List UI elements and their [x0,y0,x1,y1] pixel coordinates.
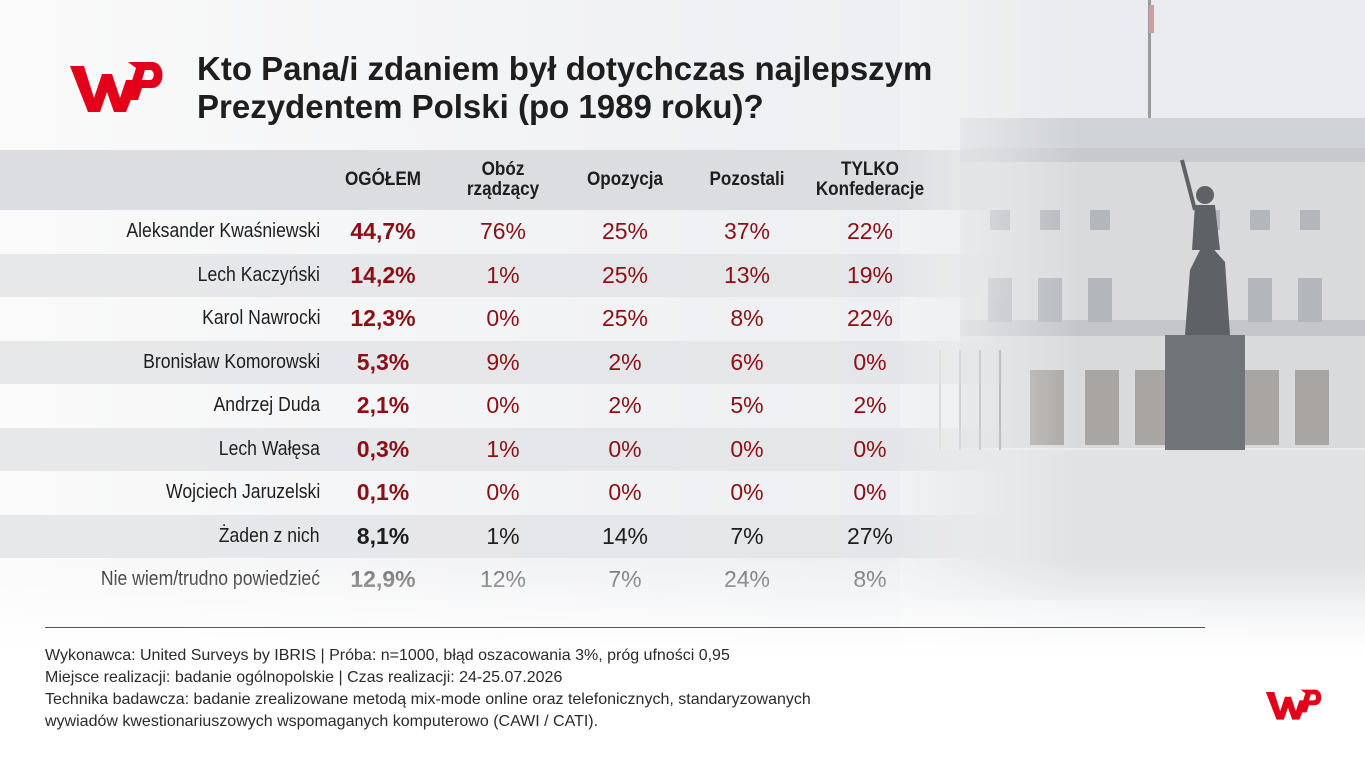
table-row: Lech Kaczyński 14,2% 1% 25% 13% 19% [0,253,1020,297]
table-cell: 2% [608,392,642,418]
table-cell: 19% [846,261,894,288]
row-label: Żaden z nich [219,524,320,547]
table-cell: 1% [486,435,520,462]
table-cell: 5% [730,392,764,418]
table-cell: 1% [486,261,520,288]
table-cell: 0,3% [356,435,410,462]
table-cell: 9% [486,348,520,375]
table-cell: 0% [486,479,520,505]
table-row: Bronisław Komorowski 5,3% 9% 2% 6% 0% [0,340,1020,384]
row-label: Andrzej Duda [213,394,320,416]
table-header: OGÓŁEM Obóz rządzący Opozycja Pozostali TYLKO… [0,150,1020,210]
note-line-4: wywiadów kwestionariuszowych wspomaganyc… [45,713,599,730]
column-header-line: Pozostali [709,169,785,190]
table-row: Andrzej Duda 2,1% 0% 2% 5% 2% [0,384,1020,428]
table-cell: 12,3% [350,305,416,331]
row-label: Bronisław Komorowski [142,350,320,373]
table-cell: 1% [486,522,520,549]
table-cell: 0% [608,479,642,505]
table-cell: 25% [601,261,649,288]
column-header-line: TYLKO [841,159,899,180]
table-cell: 2,1% [356,392,410,418]
table-cell: 2% [608,348,642,375]
table-row: Karol Nawrocki 12,3% 0% 25% 8% 22% [0,297,1020,341]
table-cell: 0,1% [356,479,410,505]
column-header-line: Obóz [481,159,525,180]
column-header: Obóz rządzący [449,150,557,210]
table-cell: 5,3% [356,348,410,375]
title-line-1: Kto Pana/i zdaniem był dotychczas najlep… [197,50,933,87]
table-cell: 0% [853,479,887,505]
table-cell: 0% [486,305,520,331]
column-header-line: Konfederacje [815,179,925,200]
table-cell: 0% [486,392,520,418]
bottom-fade [0,560,1365,768]
table-cell: 0% [730,435,764,462]
table-cell: 13% [723,261,771,288]
divider [45,627,1205,628]
table-cell: 6% [730,348,764,375]
row-label: Lech Wałęsa [218,437,320,460]
row-label: Aleksander Kwaśniewski [126,220,320,242]
title-line-2: Prezydentem Polski (po 1989 roku)? [197,88,764,125]
note-line-2: Miejsce realizacji: badanie ogólnopolski… [45,669,563,686]
wp-logo [70,62,163,112]
methodology-notes: Wykonawca: United Surveys by IBRIS | Pró… [45,645,985,733]
table-cell: 14,2% [350,261,416,288]
page-title: Kto Pana/i zdaniem był dotychczas najlep… [197,50,1017,126]
table-cell: 8,1% [356,522,410,549]
column-header: TYLKO Konfederacje [816,150,924,210]
results-table: OGÓŁEM Obóz rządzący Opozycja Pozostali TYLKO… [0,150,1020,602]
table-cell: 25% [601,305,649,331]
row-label: Lech Kaczyński [197,263,320,286]
row-label: Wojciech Jaruzelski [165,481,320,503]
table-cell: 27% [846,522,894,549]
table-row: Lech Wałęsa 0,3% 1% 0% 0% 0% [0,427,1020,471]
table-body: Aleksander Kwaśniewski 44,7% 76% 25% 37% 22% L… [0,210,1020,602]
table-row: Aleksander Kwaśniewski 44,7% 76% 25% 37% 22% [0,210,1020,254]
column-header: OGÓŁEM [329,150,437,210]
table-cell: 0% [853,435,887,462]
table-cell: 22% [846,305,894,331]
column-header-line: Opozycja [586,169,664,190]
note-line-3: Technika badawcza: badanie zrealizowane … [45,691,811,708]
table-cell: 14% [601,522,649,549]
table-cell: 44,7% [350,218,416,244]
column-header-line: OGÓŁEM [344,169,421,190]
table-cell: 0% [853,348,887,375]
table-cell: 22% [846,218,894,244]
table-cell: 0% [608,435,642,462]
table-cell: 76% [479,218,527,244]
column-header-line: rządzący [466,179,540,200]
table-row: Żaden z nich 8,1% 1% 14% 7% 27% [0,514,1020,558]
table-cell: 0% [730,479,764,505]
row-label: Karol Nawrocki [201,307,320,329]
wp-logo-small [1265,689,1322,720]
column-header: Pozostali [693,150,801,210]
table-cell: 2% [853,392,887,418]
table-row: Wojciech Jaruzelski 0,1% 0% 0% 0% 0% [0,471,1020,515]
table-cell: 25% [601,218,649,244]
table-cell: 7% [730,522,764,549]
table-cell: 8% [730,305,764,331]
note-line-1: Wykonawca: United Surveys by IBRIS | Pró… [45,647,730,664]
column-header: Opozycja [571,150,679,210]
table-cell: 37% [723,218,771,244]
